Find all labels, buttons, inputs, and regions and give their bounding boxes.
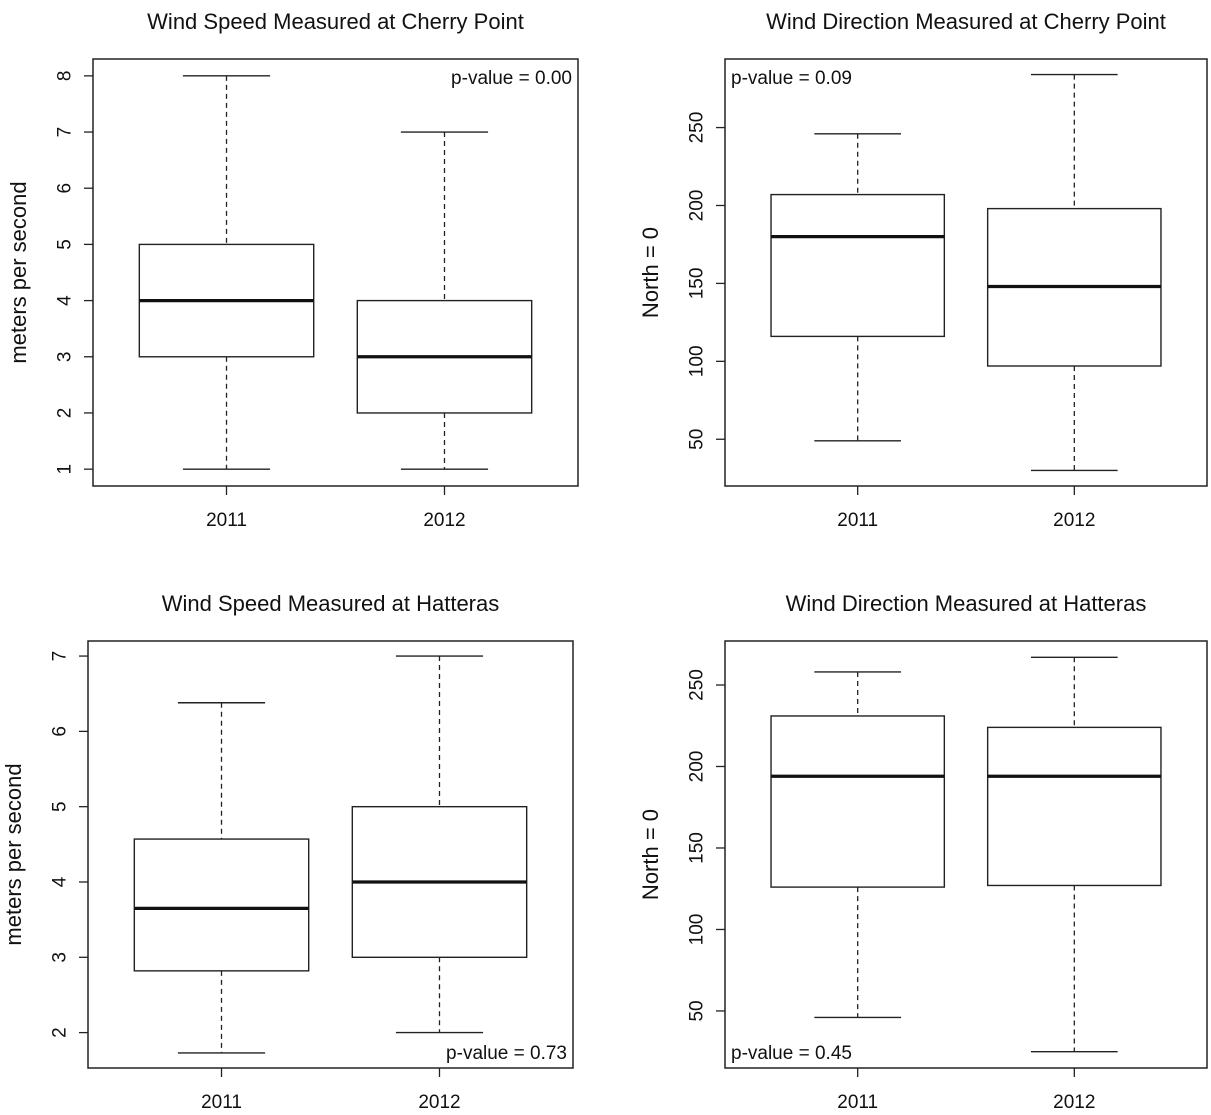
y-tick-label: 6: [55, 183, 76, 194]
chart-title: Wind Direction Measured at Cherry Point: [766, 9, 1166, 34]
p-value-annotation: p-value = 0.73: [446, 1043, 567, 1064]
box-2012: [986, 656, 1162, 1053]
y-tick-label: 3: [50, 952, 71, 963]
x-axis: 2011 2012: [837, 1068, 1095, 1113]
x-axis: 2011 2012: [837, 486, 1095, 531]
y-tick-label: 150: [687, 832, 708, 864]
box-2011: [138, 75, 315, 470]
y-tick-label: 7: [50, 651, 71, 662]
y-axis: 50 100 150 200 250: [687, 669, 725, 1022]
p-value-annotation: p-value = 0.00: [451, 68, 572, 89]
plot-frame: [724, 58, 1208, 487]
p-value-annotation: p-value = 0.45: [731, 1043, 852, 1064]
y-axis: 50 100 150 200 250: [687, 112, 725, 450]
x-tick-label: 2012: [1053, 510, 1095, 531]
p-value-annotation: p-value = 0.09: [731, 68, 852, 89]
chart-title: Wind Speed Measured at Cherry Point: [147, 9, 524, 34]
y-tick-label: 200: [687, 190, 708, 222]
iqr-box: [986, 726, 1162, 887]
y-tick-label: 5: [55, 239, 76, 250]
y-axis-label: North = 0: [638, 227, 663, 318]
y-axis: 1 2 3 4 5 6 7 8: [55, 71, 93, 475]
x-tick-label: 2012: [1053, 1092, 1095, 1113]
x-axis: 2011 2012: [206, 486, 466, 531]
y-axis-label: meters per second: [6, 181, 31, 363]
plot-frame: [92, 58, 579, 487]
y-axis: 2 3 4 5 6 7: [50, 651, 88, 1038]
y-tick-label: 50: [687, 429, 708, 450]
box-2012: [356, 131, 533, 470]
y-tick-label: 5: [50, 801, 71, 812]
y-tick-label: 7: [55, 127, 76, 138]
x-axis: 2011 2012: [201, 1068, 461, 1113]
chart-1: Wind Speed Measured at Cherry Point meter…: [6, 9, 579, 531]
y-tick-label: 1: [55, 464, 76, 475]
y-axis-label: North = 0: [638, 809, 663, 900]
chart-title: Wind Direction Measured at Hatteras: [786, 591, 1147, 616]
y-tick-label: 3: [55, 351, 76, 362]
y-tick-label: 250: [687, 112, 708, 144]
box-2011: [770, 671, 946, 1019]
y-tick-label: 8: [55, 71, 76, 82]
y-tick-label: 250: [687, 669, 708, 701]
y-tick-label: 4: [55, 295, 76, 306]
box-2011: [770, 133, 946, 442]
y-tick-label: 6: [50, 726, 71, 737]
x-tick-label: 2011: [837, 510, 878, 531]
iqr-box: [770, 193, 946, 338]
y-tick-label: 100: [687, 345, 708, 377]
x-tick-label: 2011: [201, 1092, 242, 1113]
y-tick-label: 150: [687, 268, 708, 300]
y-tick-label: 100: [687, 914, 708, 946]
chart-4: Wind Direction Measured at Hatteras North…: [638, 591, 1208, 1113]
x-tick-label: 2011: [837, 1092, 878, 1113]
y-tick-label: 2: [55, 408, 76, 419]
y-tick-label: 2: [50, 1027, 71, 1038]
x-tick-label: 2012: [423, 510, 465, 531]
iqr-box: [133, 838, 310, 972]
x-tick-label: 2012: [418, 1092, 460, 1113]
plot-frame: [87, 640, 574, 1069]
x-tick-label: 2011: [206, 510, 247, 531]
y-tick-label: 200: [687, 751, 708, 783]
box-2012: [986, 73, 1162, 472]
chart-3: Wind Speed Measured at Hatteras meters pe…: [1, 591, 574, 1113]
y-axis-label: meters per second: [1, 763, 26, 945]
box-2011: [133, 702, 310, 1054]
box-2012: [351, 655, 528, 1034]
y-tick-label: 50: [687, 1000, 708, 1021]
chart-title: Wind Speed Measured at Hatteras: [162, 591, 500, 616]
iqr-box: [770, 715, 946, 888]
y-tick-label: 4: [50, 876, 71, 887]
plot-frame: [724, 640, 1208, 1069]
chart-2: Wind Direction Measured at Cherry Point N…: [638, 9, 1208, 531]
